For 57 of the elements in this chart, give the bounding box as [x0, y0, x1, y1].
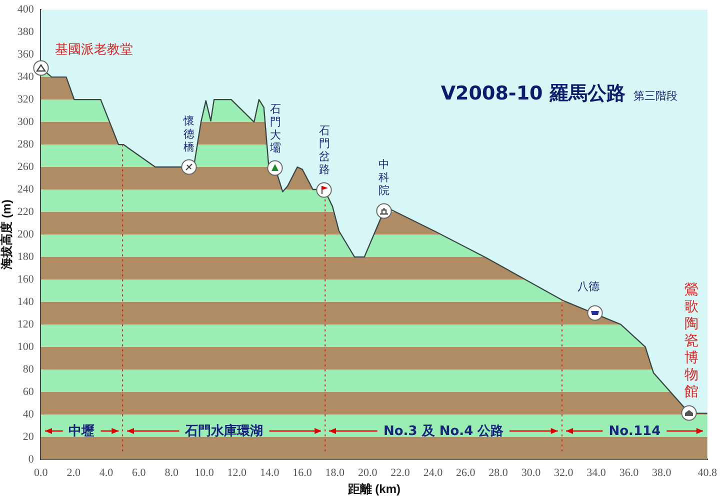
x-tick-label: 30.0 — [521, 466, 542, 479]
y-tick-label: 140 — [17, 296, 34, 308]
y-axis-title: 海拔高度 (m) — [0, 200, 14, 270]
y-tick-label: 340 — [17, 70, 34, 83]
y-tick-label: 380 — [17, 26, 34, 38]
x-tick-label: 10.0 — [194, 466, 214, 479]
annotation: 懷德橋 — [182, 114, 195, 154]
annotation: 八德 — [578, 280, 600, 294]
x-tick-label: 20.0 — [358, 466, 378, 479]
y-tick-label: 320 — [17, 93, 34, 106]
x-tick-label: 28.0 — [488, 466, 508, 479]
x-tick-label: 22.0 — [390, 466, 410, 479]
x-tick-label: 16.0 — [292, 466, 312, 479]
x-tick-label: 34.0 — [586, 466, 606, 479]
y-tick-label: 160 — [17, 273, 34, 286]
y-tick-label: 280 — [17, 138, 34, 150]
x-tick-label: 8.0 — [164, 466, 179, 479]
x-tick-label: 6.0 — [132, 466, 146, 479]
x-tick-label: 26.0 — [456, 466, 476, 479]
x-tick-label: 2.0 — [66, 466, 81, 479]
annotation: 鶯歌陶瓷博物館 — [684, 282, 698, 400]
x-tick-label: 18.0 — [325, 466, 346, 479]
y-tick-label: 240 — [17, 183, 34, 196]
y-tick-label: 400 — [17, 3, 34, 16]
y-tick-label: 20 — [22, 430, 34, 443]
y-tick-label: 220 — [17, 206, 34, 218]
y-tick-label: 300 — [17, 116, 34, 128]
x-tick-label: 24.0 — [423, 466, 444, 479]
x-axis-title: 距離 (km) — [346, 482, 400, 496]
x-tick-label: 32.0 — [554, 466, 574, 479]
y-tick-label: 100 — [17, 340, 34, 353]
annotation: 中壢 — [68, 424, 96, 439]
y-tick-label: 200 — [17, 228, 34, 240]
x-tick-label: 14.0 — [260, 466, 280, 479]
annotation: 中科院 — [378, 158, 390, 198]
y-tick-label: 40 — [22, 408, 34, 420]
y-tick-label: 260 — [17, 160, 34, 173]
x-tick-label: 40.8 — [698, 466, 718, 479]
x-tick-label: 0.0 — [34, 466, 48, 479]
annotation: 石門水庫環湖 — [184, 422, 263, 439]
annotation: No.3 及 No.4 公路 — [383, 424, 504, 439]
y-tick-label: 180 — [17, 250, 34, 263]
text: V2008-10 羅馬公路 — [440, 82, 626, 105]
y-tick-label: 360 — [17, 48, 34, 60]
annotation: 基國派老教堂 — [54, 42, 133, 58]
annotation: 石門岔路 — [318, 124, 330, 176]
annotation: 石門大壩 — [268, 102, 281, 155]
annotation: No.114 — [608, 424, 661, 439]
y-tick-label: 60 — [22, 386, 34, 398]
y-tick-label: 120 — [17, 318, 34, 330]
x-tick-label: 38.0 — [652, 466, 672, 479]
x-tick-label: 4.0 — [99, 466, 114, 479]
x-tick-label: 12.0 — [227, 466, 248, 479]
y-tick-label: 80 — [22, 363, 34, 376]
text: 第三階段 — [633, 90, 678, 103]
y-tick-label: 0 — [28, 453, 34, 466]
x-tick-label: 36.0 — [619, 466, 640, 479]
